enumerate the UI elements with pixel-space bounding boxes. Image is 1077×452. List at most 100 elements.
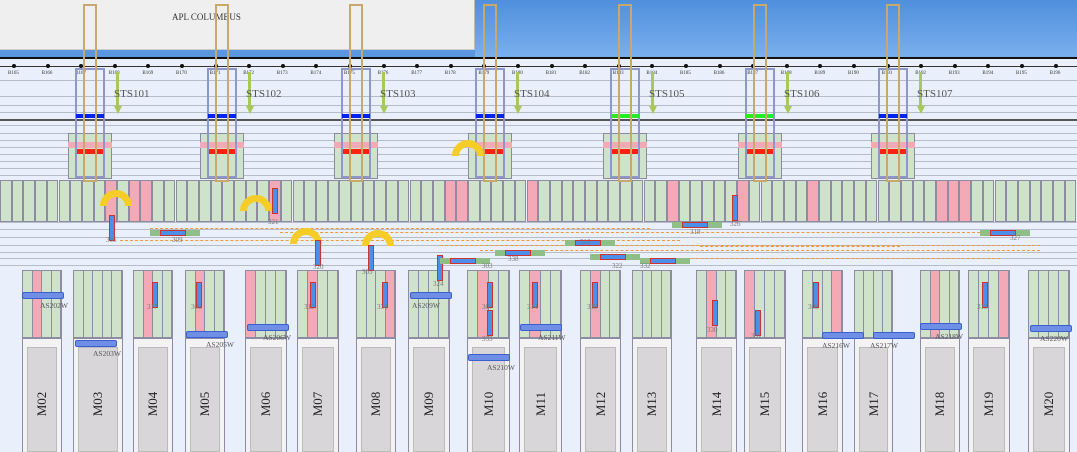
vehicle[interactable] <box>990 230 1016 236</box>
buffer-slot[interactable] <box>468 180 480 222</box>
buffer-slot[interactable] <box>222 180 234 222</box>
vehicle[interactable] <box>160 230 186 236</box>
buffer-slot[interactable] <box>842 180 855 222</box>
buffer-slot[interactable] <box>292 180 305 222</box>
buffer-slot[interactable] <box>70 180 82 222</box>
vehicle[interactable] <box>487 310 493 336</box>
yard-crane[interactable] <box>468 354 510 361</box>
buffer-slot[interactable] <box>620 180 632 222</box>
crane-label[interactable]: STS103 <box>380 88 416 100</box>
buffer-slot[interactable] <box>35 180 47 222</box>
crane-boom[interactable] <box>483 4 497 182</box>
vehicle[interactable] <box>310 282 316 308</box>
buffer-slot[interactable] <box>538 180 550 222</box>
vehicle[interactable] <box>712 300 718 326</box>
crane-boom[interactable] <box>215 4 229 182</box>
buffer-slot[interactable] <box>690 180 702 222</box>
yard-block[interactable]: M02 <box>22 338 62 452</box>
buffer-slot[interactable] <box>994 180 1007 222</box>
buffer-slot[interactable] <box>444 180 457 222</box>
buffer-slot[interactable] <box>456 180 468 222</box>
buffer-slot[interactable] <box>865 180 878 222</box>
yard-block-stack[interactable] <box>408 270 450 338</box>
yard-block[interactable]: M18 <box>920 338 960 452</box>
yard-block[interactable]: M05 <box>185 338 225 452</box>
buffer-slot[interactable] <box>678 180 691 222</box>
buffer-slot[interactable] <box>830 180 843 222</box>
buffer-slot[interactable] <box>1064 180 1077 222</box>
buffer-slot[interactable] <box>573 180 585 222</box>
buffer-slot[interactable] <box>643 180 656 222</box>
vehicle[interactable] <box>272 188 278 214</box>
vehicle[interactable] <box>437 255 443 281</box>
buffer-slot[interactable] <box>819 180 831 222</box>
buffer-slot[interactable] <box>655 180 667 222</box>
vehicle[interactable] <box>813 282 819 308</box>
buffer-slot[interactable] <box>702 180 714 222</box>
yard-block[interactable]: M06 <box>245 338 287 452</box>
buffer-slot[interactable] <box>760 180 773 222</box>
yard-block-stack[interactable] <box>854 270 893 338</box>
buffer-slot[interactable] <box>1053 180 1065 222</box>
yard-block-stack[interactable] <box>73 270 123 338</box>
buffer-slot[interactable] <box>1006 180 1018 222</box>
buffer-slot[interactable] <box>585 180 597 222</box>
buffer-slot[interactable] <box>1041 180 1053 222</box>
buffer-slot[interactable] <box>386 180 398 222</box>
buffer-slot[interactable] <box>936 180 948 222</box>
buffer-slot[interactable] <box>959 180 972 222</box>
vehicle[interactable] <box>109 215 115 241</box>
vehicle[interactable] <box>368 245 374 271</box>
yard-block[interactable]: M16 <box>802 338 843 452</box>
buffer-slot[interactable] <box>526 180 539 222</box>
yard-block[interactable]: M11 <box>519 338 562 452</box>
buffer-slot[interactable] <box>889 180 901 222</box>
vehicle[interactable] <box>732 195 738 221</box>
yard-block[interactable]: M03 <box>73 338 123 452</box>
yard-block-stack[interactable] <box>632 270 672 338</box>
vehicle[interactable] <box>982 282 988 308</box>
buffer-slot[interactable] <box>491 180 504 222</box>
yard-block[interactable]: M14 <box>696 338 737 452</box>
yard-crane[interactable] <box>410 292 452 299</box>
buffer-slot[interactable] <box>795 180 808 222</box>
yard-crane[interactable] <box>186 331 228 338</box>
buffer-slot[interactable] <box>140 180 153 222</box>
yard-block-stack[interactable] <box>802 270 843 338</box>
yard-crane[interactable] <box>873 332 915 339</box>
yard-block[interactable]: M20 <box>1028 338 1070 452</box>
buffer-slot[interactable] <box>327 180 340 222</box>
buffer-slot[interactable] <box>163 180 176 222</box>
buffer-slot[interactable] <box>315 180 328 222</box>
buffer-slot[interactable] <box>81 180 94 222</box>
yard-block-stack[interactable] <box>22 270 62 338</box>
buffer-slot[interactable] <box>783 180 796 222</box>
crane-boom[interactable] <box>886 4 900 182</box>
vehicle[interactable] <box>532 282 538 308</box>
vehicle[interactable] <box>196 282 202 308</box>
buffer-slot[interactable] <box>900 180 913 222</box>
buffer-slot[interactable] <box>912 180 925 222</box>
buffer-slot[interactable] <box>198 180 211 222</box>
buffer-slot[interactable] <box>46 180 59 222</box>
crane-boom[interactable] <box>83 4 97 182</box>
yard-block[interactable]: M04 <box>133 338 173 452</box>
vehicle[interactable] <box>382 282 388 308</box>
buffer-slot[interactable] <box>187 180 199 222</box>
buffer-slot[interactable] <box>175 180 188 222</box>
yard-block-stack[interactable] <box>968 270 1010 338</box>
buffer-slot[interactable] <box>947 180 960 222</box>
buffer-slot[interactable] <box>304 180 316 222</box>
buffer-slot[interactable] <box>608 180 621 222</box>
crane-label[interactable]: STS101 <box>114 88 150 100</box>
crane-label[interactable]: STS106 <box>784 88 820 100</box>
yard-crane[interactable] <box>520 324 562 331</box>
buffer-slot[interactable] <box>877 180 890 222</box>
buffer-slot[interactable] <box>421 180 433 222</box>
crane-label[interactable]: STS104 <box>514 88 550 100</box>
buffer-slot[interactable] <box>982 180 995 222</box>
buffer-slot[interactable] <box>152 180 164 222</box>
yard-crane[interactable] <box>22 292 64 299</box>
buffer-slot[interactable] <box>503 180 515 222</box>
crane-boom[interactable] <box>753 4 767 182</box>
